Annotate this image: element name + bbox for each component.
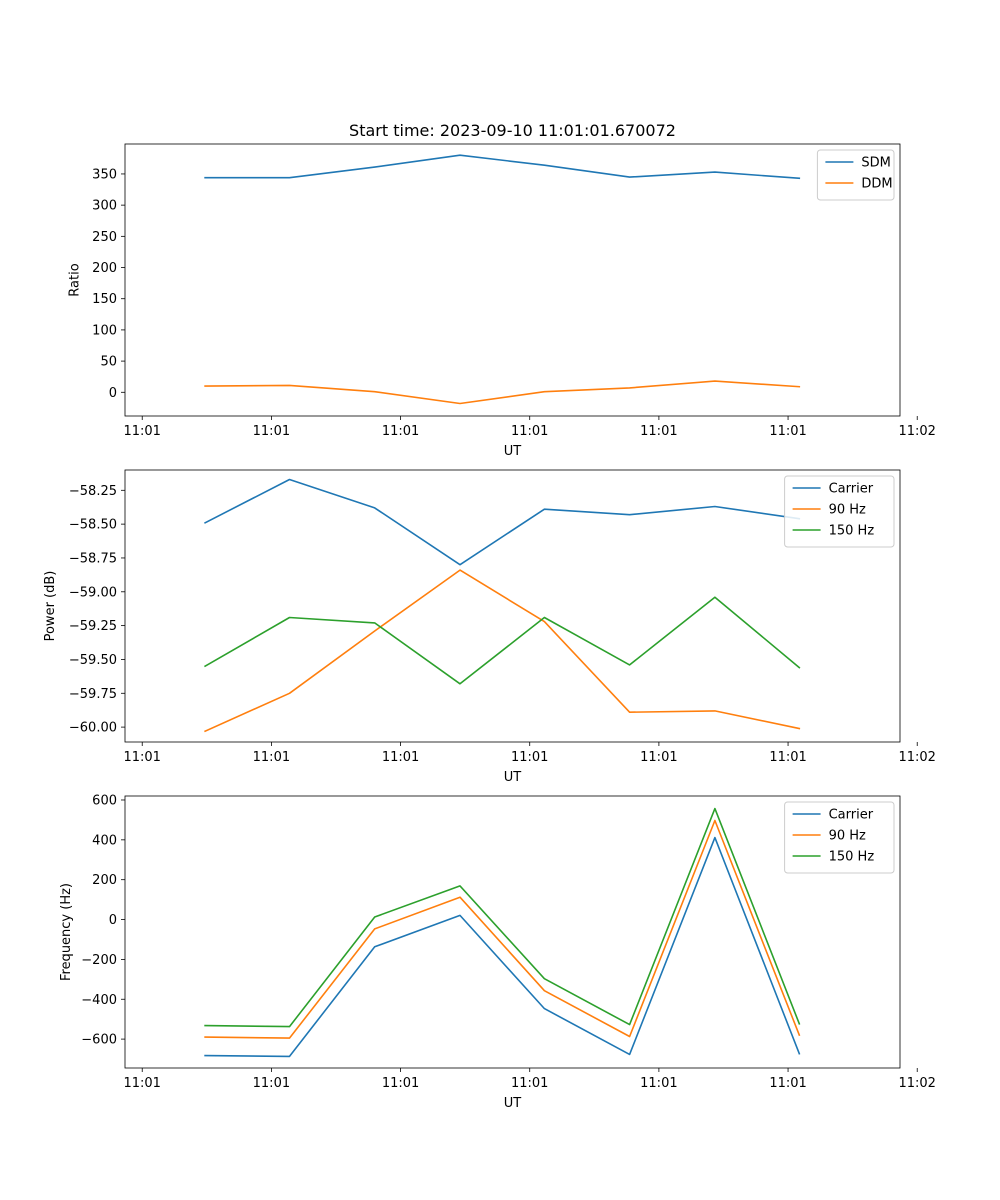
- plot-frame: [124, 143, 901, 417]
- series-line-150-hz: [204, 596, 801, 685]
- plot-area: [125, 144, 900, 416]
- legend-entry: DDM: [861, 177, 892, 192]
- y-tick-label: 50: [100, 355, 117, 370]
- x-axis-label: UT: [504, 770, 522, 785]
- x-axis-label: UT: [504, 444, 522, 459]
- y-tick-label: 150: [92, 292, 117, 307]
- x-tick-label: 11:01: [511, 424, 548, 439]
- x-tick-label: 11:01: [253, 1076, 290, 1091]
- x-tick-label: 11:01: [382, 424, 419, 439]
- y-tick-label: 0: [109, 913, 117, 928]
- x-tick-label: 11:01: [769, 750, 806, 765]
- legend-entry: SDM: [861, 156, 890, 171]
- legend: Carrier 90 Hz 150 Hz: [784, 475, 895, 548]
- y-tick-label: 600: [92, 793, 117, 808]
- y-tick-label: −600: [81, 1033, 117, 1048]
- y-tick-label: −60.00: [69, 721, 117, 736]
- x-tick-label: 11:01: [640, 1076, 677, 1091]
- x-tick-label: 11:01: [511, 750, 548, 765]
- x-tick-label: 11:01: [123, 1076, 160, 1091]
- y-tick-label: −58.50: [69, 518, 117, 533]
- y-tick-label: 400: [92, 833, 117, 848]
- x-tick-label: 11:01: [123, 424, 160, 439]
- series-line-sdm: [204, 154, 801, 180]
- legend-entry: 90 Hz: [829, 829, 866, 844]
- y-axis-label: Ratio: [67, 263, 82, 296]
- x-tick-label: 11:01: [382, 1076, 419, 1091]
- x-tick-label: 11:02: [898, 424, 935, 439]
- legend-entry: 150 Hz: [829, 524, 875, 539]
- y-tick-label: 300: [92, 199, 117, 214]
- chart-panel-2: 11:01 11:01 11:01 11:01 11:01 11:01 11:02 −60.0…: [43, 469, 936, 785]
- y-tick-label: 250: [92, 230, 117, 245]
- y-tick-label: 200: [92, 261, 117, 276]
- figure-title: Start time: 2023-09-10 11:01:01.670072: [349, 121, 676, 140]
- legend-entry: Carrier: [829, 482, 874, 497]
- chart-panels: 11:01 11:01 11:01 11:01 11:01 11:01 11:02 0 50 10…: [43, 143, 936, 1111]
- series-line-ddm: [204, 380, 801, 405]
- y-tick-label: 0: [109, 386, 117, 401]
- legend: SDM DDM: [816, 149, 895, 201]
- plot-area: [125, 796, 900, 1068]
- x-tick-label: 11:01: [253, 424, 290, 439]
- legend: Carrier 90 Hz 150 Hz: [784, 801, 895, 874]
- y-tick-label: 350: [92, 167, 117, 182]
- y-tick-label: −58.25: [69, 484, 117, 499]
- chart-panel-1: 11:01 11:01 11:01 11:01 11:01 11:01 11:02 0 50 10…: [67, 143, 936, 459]
- plot-frame: [124, 469, 901, 743]
- y-tick-label: 200: [92, 873, 117, 888]
- y-tick-label: −59.75: [69, 687, 117, 702]
- x-tick-label: 11:01: [640, 750, 677, 765]
- series-line-150-hz: [204, 807, 801, 1028]
- legend-entry: 90 Hz: [829, 503, 866, 518]
- x-tick-label: 11:01: [769, 424, 806, 439]
- chart-panel-3: 11:01 11:01 11:01 11:01 11:01 11:01 11:02 −600 −…: [59, 793, 936, 1111]
- series-line-carrier: [204, 478, 801, 566]
- series-line-90-hz: [204, 819, 801, 1039]
- x-tick-label: 11:01: [253, 750, 290, 765]
- x-axis-label: UT: [504, 1096, 522, 1111]
- x-tick-label: 11:01: [769, 1076, 806, 1091]
- y-tick-label: −59.25: [69, 619, 117, 634]
- y-tick-label: −58.75: [69, 551, 117, 566]
- x-tick-label: 11:01: [511, 1076, 548, 1091]
- y-tick-label: −200: [81, 953, 117, 968]
- plot-area: [125, 470, 900, 742]
- x-tick-label: 11:01: [123, 750, 160, 765]
- x-tick-label: 11:02: [898, 1076, 935, 1091]
- series-line-90-hz: [204, 569, 801, 733]
- series-line-carrier: [204, 836, 801, 1058]
- y-tick-label: −59.00: [69, 585, 117, 600]
- legend-entry: Carrier: [829, 808, 874, 823]
- plot-frame: [124, 795, 901, 1069]
- y-tick-label: 100: [92, 323, 117, 338]
- legend-entry: 150 Hz: [829, 850, 875, 865]
- y-tick-label: −59.50: [69, 653, 117, 668]
- x-tick-label: 11:01: [382, 750, 419, 765]
- x-tick-label: 11:01: [640, 424, 677, 439]
- x-tick-label: 11:02: [898, 750, 935, 765]
- y-axis-label: Frequency (Hz): [59, 883, 74, 981]
- y-axis-label: Power (dB): [43, 571, 58, 642]
- y-tick-label: −400: [81, 993, 117, 1008]
